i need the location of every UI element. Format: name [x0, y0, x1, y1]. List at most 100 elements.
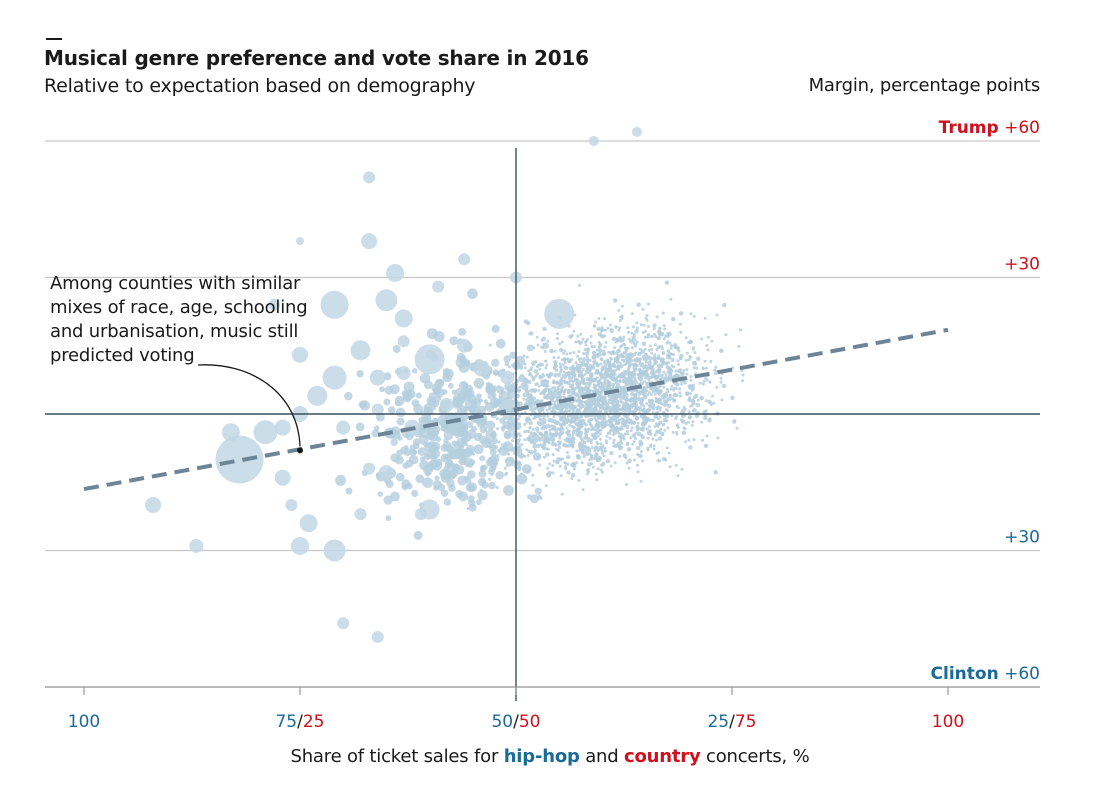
data-point [587, 403, 591, 407]
data-point [599, 442, 603, 446]
data-point [693, 393, 699, 399]
data-point [592, 350, 596, 354]
data-point [527, 369, 531, 373]
data-point [654, 370, 658, 374]
data-point [503, 485, 514, 496]
data-point [582, 419, 586, 423]
data-point [581, 404, 585, 408]
data-point [552, 415, 556, 419]
data-point [428, 397, 436, 406]
data-point [636, 302, 641, 307]
data-point [623, 371, 628, 376]
data-point [606, 379, 610, 383]
data-point [463, 432, 472, 442]
data-point [613, 365, 617, 369]
data-point [646, 436, 650, 440]
data-point [571, 372, 577, 377]
data-point [650, 402, 654, 406]
data-point [608, 364, 612, 368]
data-point [666, 403, 672, 408]
data-point [528, 426, 532, 430]
data-point [457, 475, 468, 486]
data-point [556, 448, 560, 452]
data-point [700, 397, 704, 401]
data-point-large [291, 536, 309, 555]
data-point [395, 472, 405, 482]
data-point [583, 400, 587, 404]
data-point [467, 394, 477, 404]
data-point [477, 490, 488, 501]
data-point [518, 434, 522, 438]
data-point [387, 406, 396, 414]
data-point [582, 441, 586, 445]
data-point [595, 420, 601, 425]
data-point [592, 400, 596, 404]
data-point [608, 360, 612, 364]
data-point [599, 381, 602, 385]
data-point [556, 372, 561, 377]
data-point [650, 393, 653, 397]
data-point [459, 405, 468, 413]
data-point [551, 453, 555, 456]
data-point [531, 428, 535, 432]
data-point [443, 431, 453, 441]
data-point [630, 380, 636, 385]
data-point [670, 384, 674, 388]
data-point [571, 411, 582, 422]
data-point [461, 382, 469, 390]
data-point [545, 452, 550, 457]
data-point [553, 367, 557, 371]
data-point [551, 392, 558, 399]
data-point [640, 349, 645, 354]
data-point [614, 422, 618, 426]
data-point [600, 374, 605, 380]
data-point [561, 374, 565, 377]
data-point [590, 446, 594, 450]
data-point [594, 404, 598, 408]
data-point [542, 326, 547, 332]
data-point [433, 485, 439, 491]
data-point [345, 487, 353, 495]
data-point [720, 398, 724, 402]
data-point-large [274, 469, 291, 486]
data-point [495, 338, 506, 349]
data-point [427, 431, 434, 437]
data-point [520, 442, 524, 446]
data-point [624, 347, 628, 350]
data-point [522, 377, 529, 384]
data-point [588, 382, 592, 386]
data-point [608, 429, 612, 433]
data-point [558, 464, 562, 468]
data-point [631, 410, 635, 414]
data-point [455, 426, 465, 436]
data-point-large [501, 398, 514, 411]
data-point [654, 335, 658, 339]
data-point [635, 340, 639, 344]
data-point [572, 426, 576, 430]
data-point [663, 428, 667, 432]
data-point [583, 372, 587, 376]
data-point [485, 429, 497, 440]
data-point [507, 365, 511, 369]
data-point [642, 421, 648, 426]
trend-line-group [83, 327, 949, 492]
data-point [574, 340, 578, 344]
data-point [658, 392, 662, 396]
data-point [417, 447, 427, 456]
data-point [603, 417, 606, 421]
data-point [618, 374, 623, 379]
data-point [479, 455, 486, 462]
data-point [684, 358, 688, 362]
data-point [688, 392, 692, 395]
data-point [579, 340, 583, 344]
data-point [679, 357, 683, 361]
data-point [690, 423, 694, 427]
data-point [666, 426, 670, 430]
data-point [615, 337, 619, 341]
data-point-large [458, 253, 471, 266]
data-point [576, 354, 580, 358]
data-point [466, 421, 474, 429]
data-point [701, 438, 704, 442]
data-point [713, 470, 718, 475]
data-point [732, 419, 737, 424]
